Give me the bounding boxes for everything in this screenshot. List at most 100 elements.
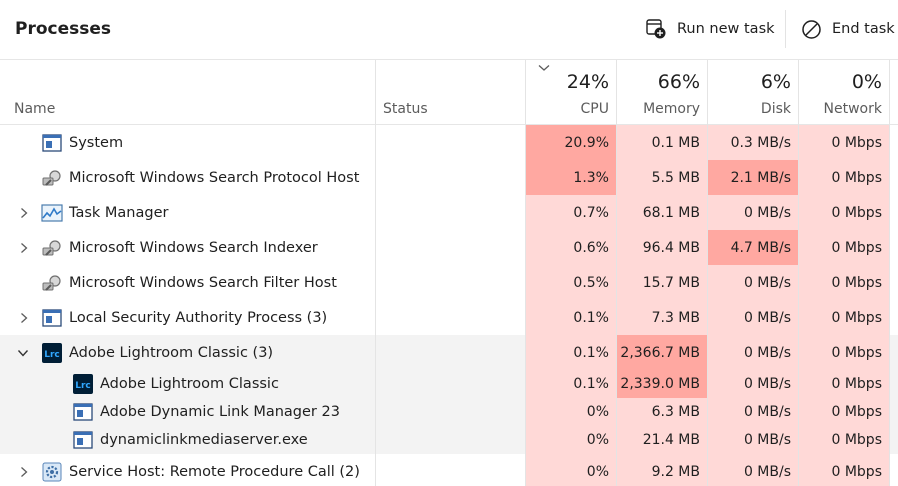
disk-cell: 4.7 MB/s <box>708 230 799 265</box>
process-name: Adobe Dynamic Link Manager 23 <box>100 404 340 420</box>
memory-cell: 21.4 MB <box>617 426 708 454</box>
process-name-cell: dynamiclinkmediaserver.exe <box>72 426 308 454</box>
process-row[interactable]: Microsoft Windows Search Indexer 0.6% 96.4… <box>0 230 898 265</box>
process-row[interactable]: Local Security Authority Process (3) 0.1%… <box>0 300 898 335</box>
run-new-task-icon <box>646 19 666 39</box>
memory-cell: 6.3 MB <box>617 398 708 426</box>
disk-cell: 2.1 MB/s <box>708 160 799 195</box>
process-name: Microsoft Windows Search Indexer <box>69 239 318 256</box>
column-divider <box>798 60 799 486</box>
svg-text:Lrc: Lrc <box>44 350 60 360</box>
memory-cell: 96.4 MB <box>617 230 708 265</box>
cpu-total-percent: 24% <box>566 71 609 93</box>
process-row[interactable]: dynamiclinkmediaserver.exe 0% 21.4 MB 0 MB/… <box>0 426 898 454</box>
cpu-cell: 0.1% <box>526 335 617 370</box>
process-name: Service Host: Remote Procedure Call (2) <box>69 463 360 480</box>
disk-cell: 0 MB/s <box>708 195 799 230</box>
disk-total-percent: 6% <box>760 71 791 93</box>
cpu-column-label: CPU <box>580 101 609 117</box>
top-bar: Processes Run new task End task <box>0 0 898 60</box>
network-cell: 0 Mbps <box>799 195 890 230</box>
network-cell: 0 Mbps <box>799 398 890 426</box>
process-name-cell: System <box>41 125 123 160</box>
search-service-icon <box>41 167 63 189</box>
end-task-label: End task <box>832 21 895 37</box>
process-name: dynamiclinkmediaserver.exe <box>100 432 308 448</box>
network-cell: 0 Mbps <box>799 125 890 160</box>
process-row[interactable]: Lrc Adobe Lightroom Classic (3) 0.1% 2,366.… <box>0 335 898 370</box>
network-cell: 0 Mbps <box>799 230 890 265</box>
column-header: Name Status 24% CPU 66% Memory 6% Disk 0… <box>0 60 898 125</box>
cpu-cell: 0% <box>526 398 617 426</box>
column-divider <box>707 60 708 486</box>
column-header-cpu[interactable]: 24% CPU <box>526 60 617 125</box>
disk-cell: 0 MB/s <box>708 454 799 486</box>
end-task-button[interactable]: End task <box>801 0 895 58</box>
end-task-icon <box>802 19 821 39</box>
process-name: System <box>69 134 124 151</box>
process-row[interactable]: Task Manager 0.7% 68.1 MB 0 MB/s 0 Mbps <box>0 195 898 230</box>
cpu-cell: 20.9% <box>526 125 617 160</box>
column-divider <box>616 60 617 486</box>
column-divider <box>889 60 890 486</box>
chevron-down-icon[interactable] <box>17 335 29 370</box>
sort-descending-icon <box>538 65 550 71</box>
process-row[interactable]: Service Host: Remote Procedure Call (2) 0… <box>0 454 898 486</box>
network-cell: 0 Mbps <box>799 335 890 370</box>
lightroom-icon: Lrc <box>72 373 94 395</box>
process-name: Microsoft Windows Search Protocol Host <box>69 169 360 186</box>
process-row[interactable]: Microsoft Windows Search Protocol Host 1.… <box>0 160 898 195</box>
chevron-right-icon[interactable] <box>20 230 28 265</box>
column-header-memory[interactable]: 66% Memory <box>617 60 708 125</box>
chevron-right-icon[interactable] <box>20 195 28 230</box>
disk-cell: 0 MB/s <box>708 300 799 335</box>
process-name-cell: Task Manager <box>41 195 168 230</box>
lightroom-icon: Lrc <box>41 342 63 364</box>
system-window-icon <box>41 132 63 154</box>
chevron-right-icon[interactable] <box>20 300 28 335</box>
disk-cell: 0 MB/s <box>708 398 799 426</box>
search-service-icon <box>41 237 63 259</box>
cpu-cell: 0.1% <box>526 370 617 398</box>
run-new-task-button[interactable]: Run new task <box>645 0 775 58</box>
process-row[interactable]: Lrc Adobe Lightroom Classic 0.1% 2,339.0 MB… <box>0 370 898 398</box>
process-name-cell: Service Host: Remote Procedure Call (2) <box>41 454 360 486</box>
task-manager-icon <box>41 202 63 224</box>
process-name-cell: Microsoft Windows Search Protocol Host <box>41 160 359 195</box>
network-cell: 0 Mbps <box>799 300 890 335</box>
memory-cell: 7.3 MB <box>617 300 708 335</box>
column-divider <box>375 60 376 486</box>
cpu-cell: 0% <box>526 426 617 454</box>
process-name: Local Security Authority Process (3) <box>69 309 328 326</box>
network-cell: 0 Mbps <box>799 265 890 300</box>
chevron-right-icon[interactable] <box>20 454 28 486</box>
cpu-cell: 0.1% <box>526 300 617 335</box>
process-name: Adobe Lightroom Classic (3) <box>69 344 274 361</box>
network-total-percent: 0% <box>851 71 882 93</box>
column-header-status[interactable]: Status <box>383 101 428 117</box>
process-name-cell: Microsoft Windows Search Indexer <box>41 230 318 265</box>
process-name: Task Manager <box>69 204 169 221</box>
network-cell: 0 Mbps <box>799 160 890 195</box>
process-row[interactable]: Adobe Dynamic Link Manager 23 0% 6.3 MB 0 M… <box>0 398 898 426</box>
network-cell: 0 Mbps <box>799 426 890 454</box>
memory-cell: 15.7 MB <box>617 265 708 300</box>
disk-cell: 0 MB/s <box>708 265 799 300</box>
process-row[interactable]: Microsoft Windows Search Filter Host 0.5%… <box>0 265 898 300</box>
process-name: Adobe Lightroom Classic <box>100 376 279 392</box>
process-row[interactable]: System 20.9% 0.1 MB 0.3 MB/s 0 Mbps <box>0 125 898 160</box>
column-header-name[interactable]: Name <box>14 101 56 117</box>
memory-total-percent: 66% <box>657 71 700 93</box>
cpu-cell: 1.3% <box>526 160 617 195</box>
memory-cell: 0.1 MB <box>617 125 708 160</box>
gear-service-icon <box>41 461 63 483</box>
cpu-cell: 0.5% <box>526 265 617 300</box>
cpu-cell: 0.6% <box>526 230 617 265</box>
column-header-disk[interactable]: 6% Disk <box>708 60 799 125</box>
disk-cell: 0 MB/s <box>708 370 799 398</box>
column-divider <box>525 60 526 486</box>
system-window-icon <box>72 401 94 423</box>
column-header-network[interactable]: 0% Network <box>799 60 890 125</box>
process-name-cell: Adobe Dynamic Link Manager 23 <box>72 398 340 426</box>
disk-column-label: Disk <box>760 101 791 117</box>
